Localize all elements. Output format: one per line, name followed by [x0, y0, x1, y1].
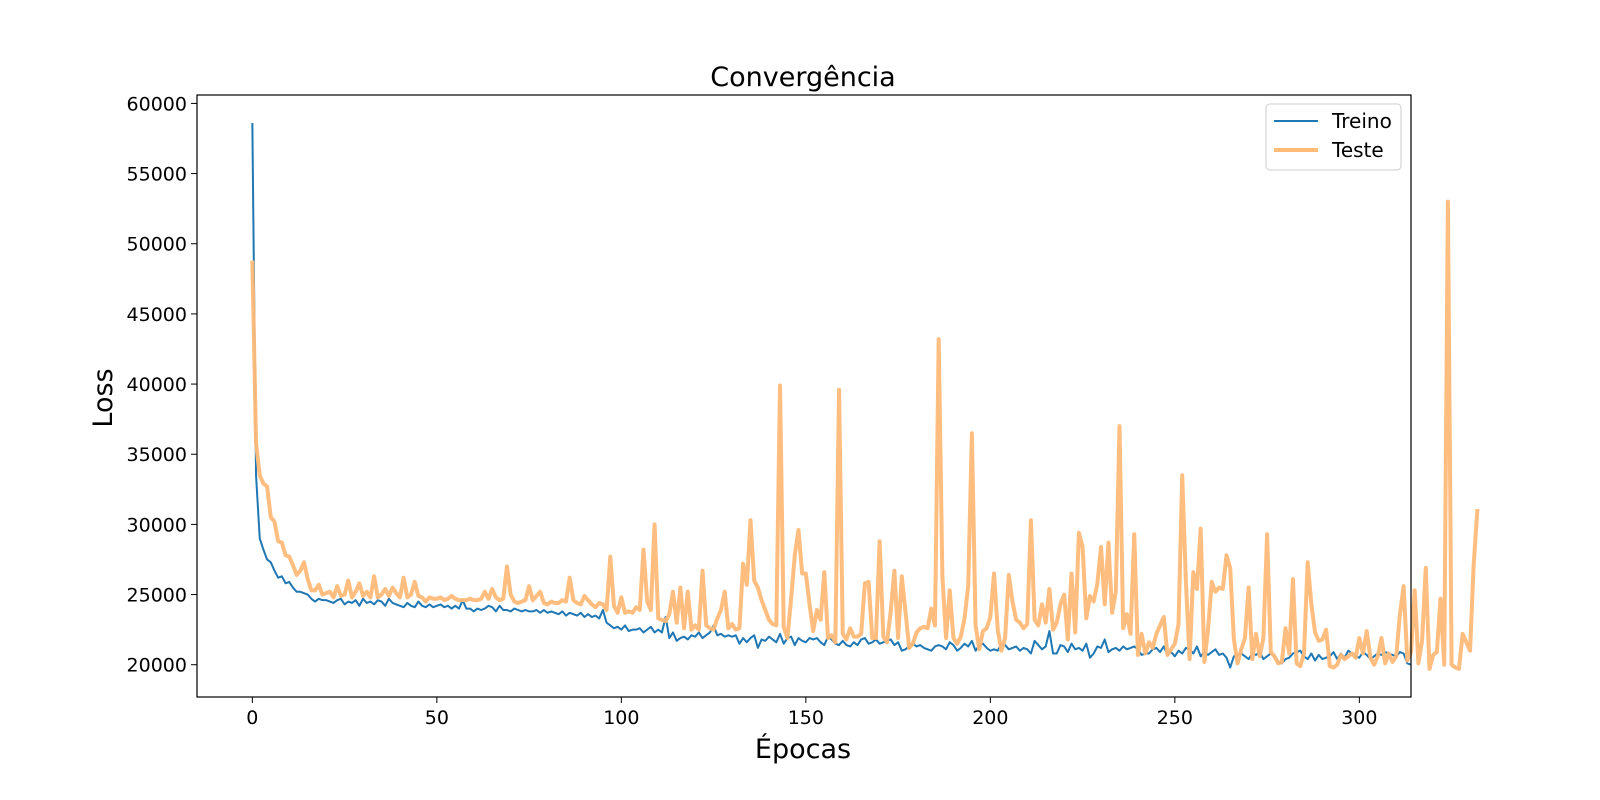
y-tick-label: 30000 — [127, 514, 187, 536]
y-tick-label: 40000 — [127, 374, 187, 396]
y-axis-label: Loss — [88, 368, 119, 427]
series-layer — [250, 123, 1480, 671]
x-axis-label: Épocas — [755, 733, 851, 765]
x-tick-label: 50 — [425, 707, 449, 729]
y-tick-label: 35000 — [127, 444, 187, 466]
chart-title: Convergência — [710, 62, 895, 93]
x-tick-label: 200 — [972, 707, 1008, 729]
series-line-teste — [250, 199, 1480, 671]
y-tick-label: 45000 — [127, 304, 187, 326]
x-tick-label: 250 — [1157, 707, 1193, 729]
x-axis-ticks: 0 50 100 150 200 250 300 — [246, 697, 1377, 729]
legend: Treino Teste — [1265, 103, 1402, 171]
series-line-treino — [251, 123, 1412, 669]
legend-label-treino: Treino — [1331, 109, 1392, 133]
legend-label-teste: Teste — [1331, 138, 1384, 162]
x-tick-label: 300 — [1341, 707, 1377, 729]
x-tick-label: 0 — [246, 707, 258, 729]
y-tick-label: 25000 — [127, 585, 187, 607]
plot-area-frame — [196, 94, 1412, 698]
y-tick-label: 55000 — [127, 164, 187, 186]
y-axis-ticks: 20000 25000 30000 35000 40000 45000 50000 55000… — [127, 93, 197, 677]
y-tick-label: 60000 — [127, 93, 187, 115]
y-tick-label: 20000 — [127, 655, 187, 677]
y-tick-label: 50000 — [127, 234, 187, 256]
x-tick-label: 100 — [603, 707, 639, 729]
x-tick-label: 150 — [788, 707, 824, 729]
